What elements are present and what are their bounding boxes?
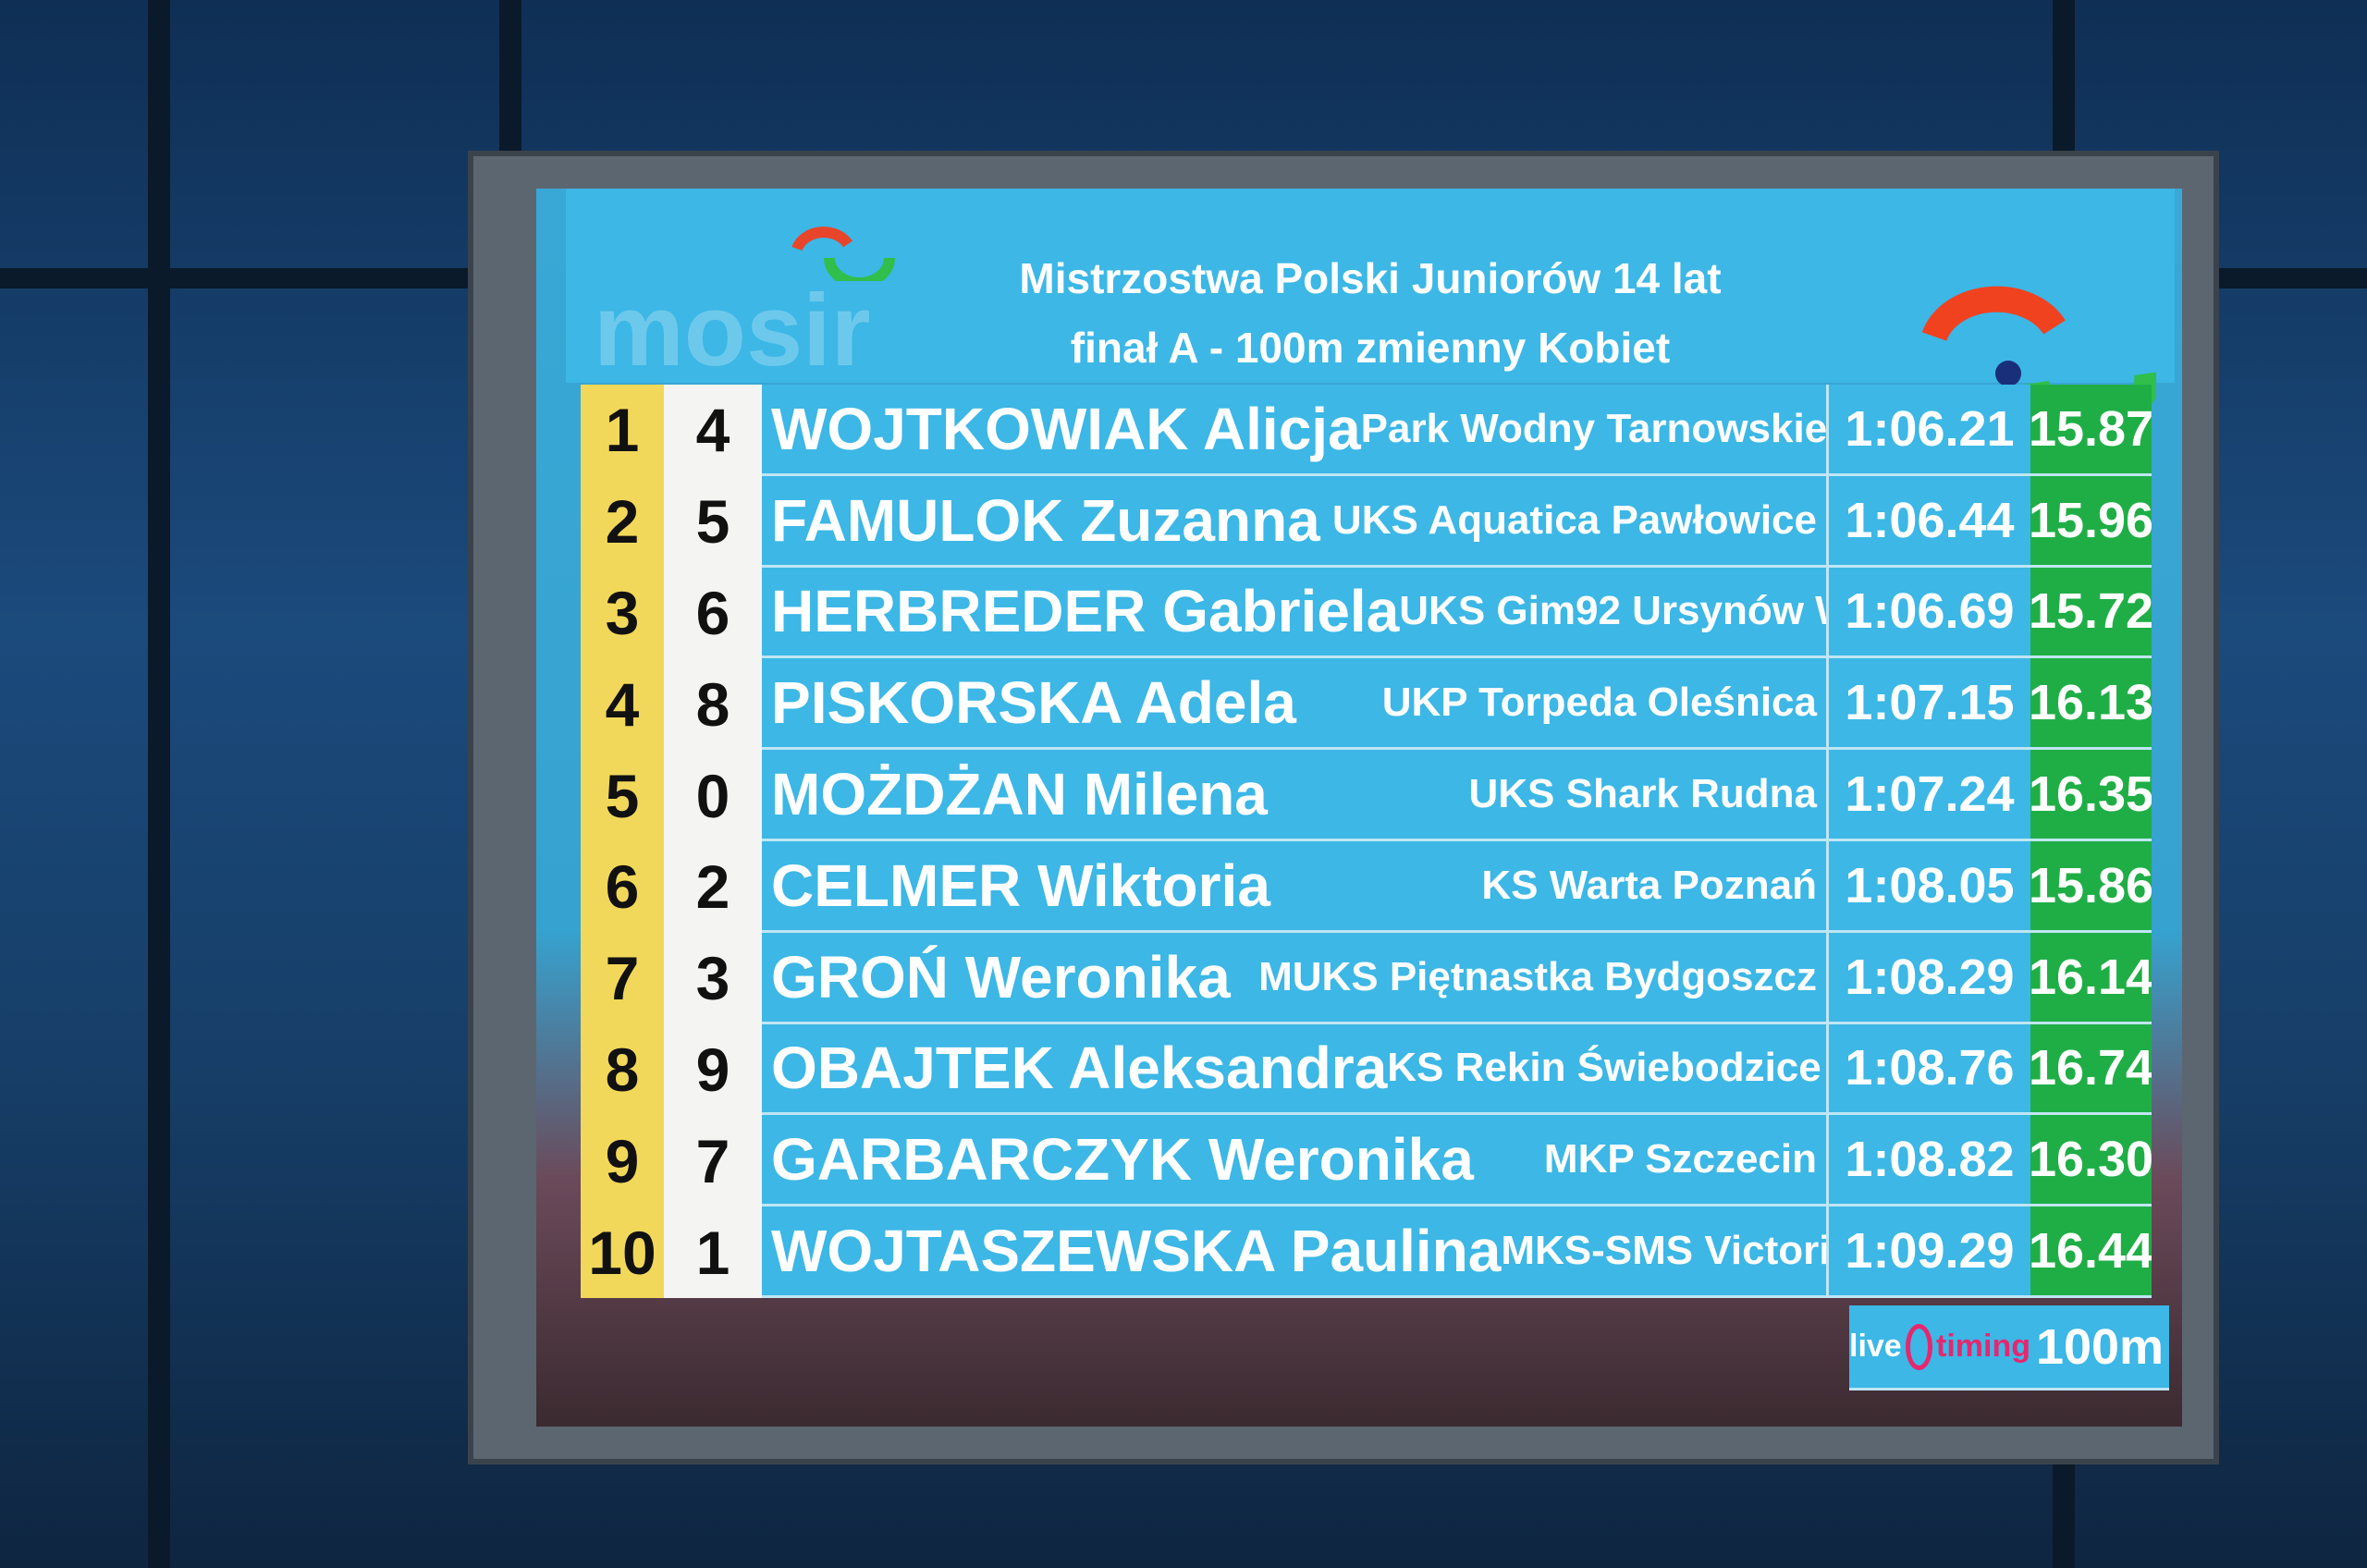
place: 10: [581, 1207, 664, 1298]
lane: 4: [664, 385, 762, 476]
live-label: live: [1849, 1329, 1902, 1364]
athlete-name: OBAJTEK Aleksandra: [771, 1035, 1388, 1102]
logo: mosir: [594, 274, 871, 387]
place: 3: [581, 567, 664, 659]
timing-label: timing: [1936, 1329, 2030, 1364]
time: 1:09.29: [1826, 1207, 2030, 1298]
place: 7: [581, 932, 664, 1024]
time: 1:08.82: [1826, 1115, 2030, 1207]
athlete-name: MOŻDŻAN Milena: [771, 761, 1268, 828]
club: UKS Aquatica Pawłowice: [1331, 496, 1817, 543]
place: 2: [581, 475, 664, 568]
athlete-name: GARBARCZYK Weronika: [771, 1126, 1474, 1194]
club: UKS Gim92 Ursynów Warszawa: [1399, 588, 1826, 634]
time: 1:08.76: [1826, 1023, 2030, 1116]
club: KS Warta Poznań: [1481, 862, 1817, 908]
split: 16.74: [2030, 1023, 2152, 1116]
place: 1: [581, 385, 664, 476]
lane: 5: [664, 475, 762, 568]
lane: 1: [664, 1207, 762, 1298]
lane: 7: [664, 1115, 762, 1207]
club: UKS Shark Rudna: [1468, 771, 1817, 817]
small-emblem: [791, 227, 895, 281]
lane: 3: [664, 932, 762, 1024]
split: 16.35: [2030, 750, 2152, 841]
place: 4: [581, 658, 664, 751]
club: UKP Torpeda Oleśnica: [1381, 680, 1817, 726]
athlete-name: WOJTKOWIAK Alicja: [771, 395, 1361, 462]
name-club: MOŻDŻAN Milena UKS Shark Rudna: [762, 750, 1826, 841]
athlete-name: CELMER Wiktoria: [771, 851, 1270, 919]
time: 1:07.15: [1826, 658, 2030, 751]
club: MUKS Piętnastka Bydgoszcz: [1258, 953, 1817, 999]
distance: 100m: [2030, 1305, 2169, 1390]
name-club: OBAJTEK Aleksandra KS Rekin Świebodzice: [762, 1023, 1826, 1116]
lane: 6: [664, 567, 762, 659]
time: 1:06.69: [1826, 567, 2030, 659]
name-club: PISKORSKA Adela UKP Torpeda Oleśnica: [762, 658, 1826, 751]
club: KS Rekin Świebodzice: [1387, 1045, 1821, 1091]
split: 15.96: [2030, 475, 2152, 568]
athlete-name: FAMULOK Zuzanna: [771, 486, 1320, 554]
name-club: FAMULOK Zuzanna UKS Aquatica Pawłowice: [762, 475, 1826, 568]
timing-ring: [1905, 1323, 1933, 1370]
time: 1:06.21: [1826, 385, 2030, 476]
subtitle: finał A - 100m zmienny Kobiet: [1070, 324, 1671, 372]
split: 15.87: [2030, 385, 2152, 476]
window-mullion: [148, 0, 170, 1568]
title: Mistrzostwa Polski Juniorów 14 lat: [1019, 254, 1722, 302]
place: 6: [581, 841, 664, 933]
lane: 2: [664, 841, 762, 933]
board-header: mosir Mistrzostwa Polski Juniorów 14 lat…: [566, 189, 2175, 434]
athlete-name: HERBREDER Gabriela: [771, 578, 1400, 645]
name-club: GARBARCZYK Weronika MKP Szczecin: [762, 1115, 1826, 1207]
name-club: GROŃ Weronika MUKS Piętnastka Bydgoszcz: [762, 932, 1826, 1024]
time: 1:08.05: [1826, 841, 2030, 933]
athlete-name: WOJTASZEWSKA Paulina: [771, 1218, 1502, 1285]
athlete-name: GROŃ Weronika: [771, 943, 1231, 1011]
place: 5: [581, 750, 664, 841]
lane: 0: [664, 750, 762, 841]
name-club: CELMER Wiktoria KS Warta Poznań: [762, 841, 1826, 933]
time: 1:07.24: [1826, 750, 2030, 841]
window-mullion: [499, 0, 521, 166]
split: 15.72: [2030, 567, 2152, 659]
split: 16.14: [2030, 932, 2152, 1024]
athlete-name: PISKORSKA Adela: [771, 669, 1296, 737]
place: 8: [581, 1023, 664, 1116]
place: 9: [581, 1115, 664, 1207]
split: 16.44: [2030, 1207, 2152, 1298]
club: Park Wodny Tarnowskie Góry: [1360, 405, 1826, 451]
split: 16.13: [2030, 658, 2152, 751]
time: 1:06.44: [1826, 475, 2030, 568]
live-timing: live timing: [1849, 1305, 2030, 1390]
club: MKS-SMS Victoria Racibórz: [1501, 1228, 1826, 1274]
lane: 9: [664, 1023, 762, 1116]
lane: 8: [664, 658, 762, 751]
club: MKP Szczecin: [1543, 1136, 1817, 1182]
time: 1:08.29: [1826, 932, 2030, 1024]
split: 15.86: [2030, 841, 2152, 933]
split: 16.30: [2030, 1115, 2152, 1207]
